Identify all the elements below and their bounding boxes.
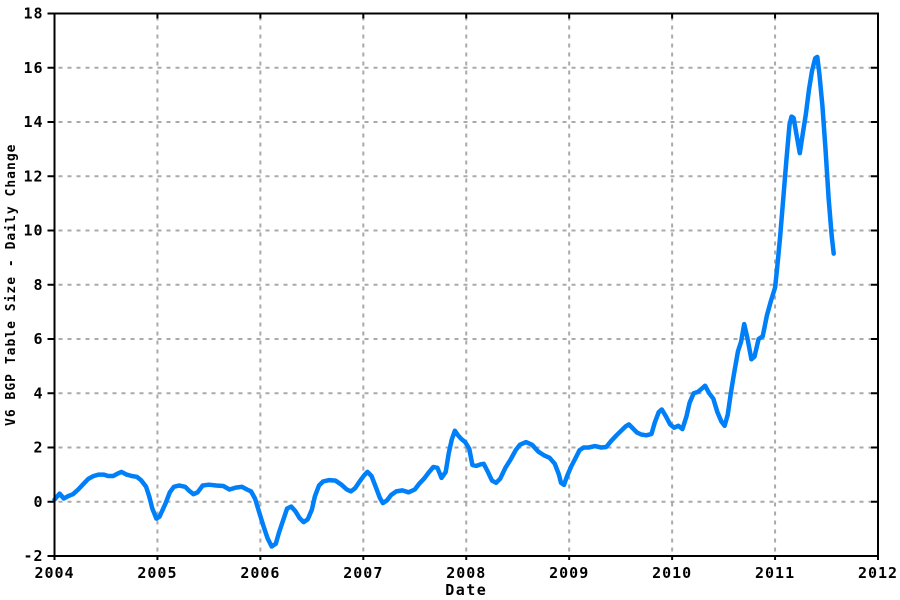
tick-label-layer: -2 0 2 4 6 8 10 12 14 16 18 2004 2005 2006 2007 2008 200… xyxy=(23,5,898,583)
x-tick-label: 2005 xyxy=(137,564,177,582)
x-tick-label: 2008 xyxy=(446,564,486,582)
x-axis-title: Date xyxy=(445,581,487,599)
x-tick-label: 2004 xyxy=(34,564,74,582)
y-tick-label: 12 xyxy=(23,167,43,185)
x-tick-label: 2007 xyxy=(343,564,383,582)
y-tick-label: 4 xyxy=(33,384,43,402)
y-tick-label: -2 xyxy=(23,547,43,565)
y-tick-label: 2 xyxy=(33,439,43,457)
x-tick-label: 2010 xyxy=(652,564,692,582)
data-line xyxy=(52,54,836,549)
grid-layer xyxy=(58,16,876,554)
y-tick-label: 16 xyxy=(23,59,43,77)
y-tick-label: 0 xyxy=(33,493,43,511)
x-tick-label: 2011 xyxy=(755,564,795,582)
y-axis-title: V6 BGP Table Size - Daily Change xyxy=(4,144,19,426)
y-tick-label: 14 xyxy=(23,113,43,131)
x-tick-label: 2009 xyxy=(549,564,589,582)
x-tick-label: 2012 xyxy=(858,564,898,582)
series-layer xyxy=(52,54,836,549)
y-tick-label: 10 xyxy=(23,222,43,240)
y-tick-label: 8 xyxy=(33,276,43,294)
y-tick-label: 6 xyxy=(33,330,43,348)
y-tick-label: 18 xyxy=(23,5,43,23)
x-tick-label: 2006 xyxy=(240,564,280,582)
axis-layer xyxy=(47,12,879,560)
